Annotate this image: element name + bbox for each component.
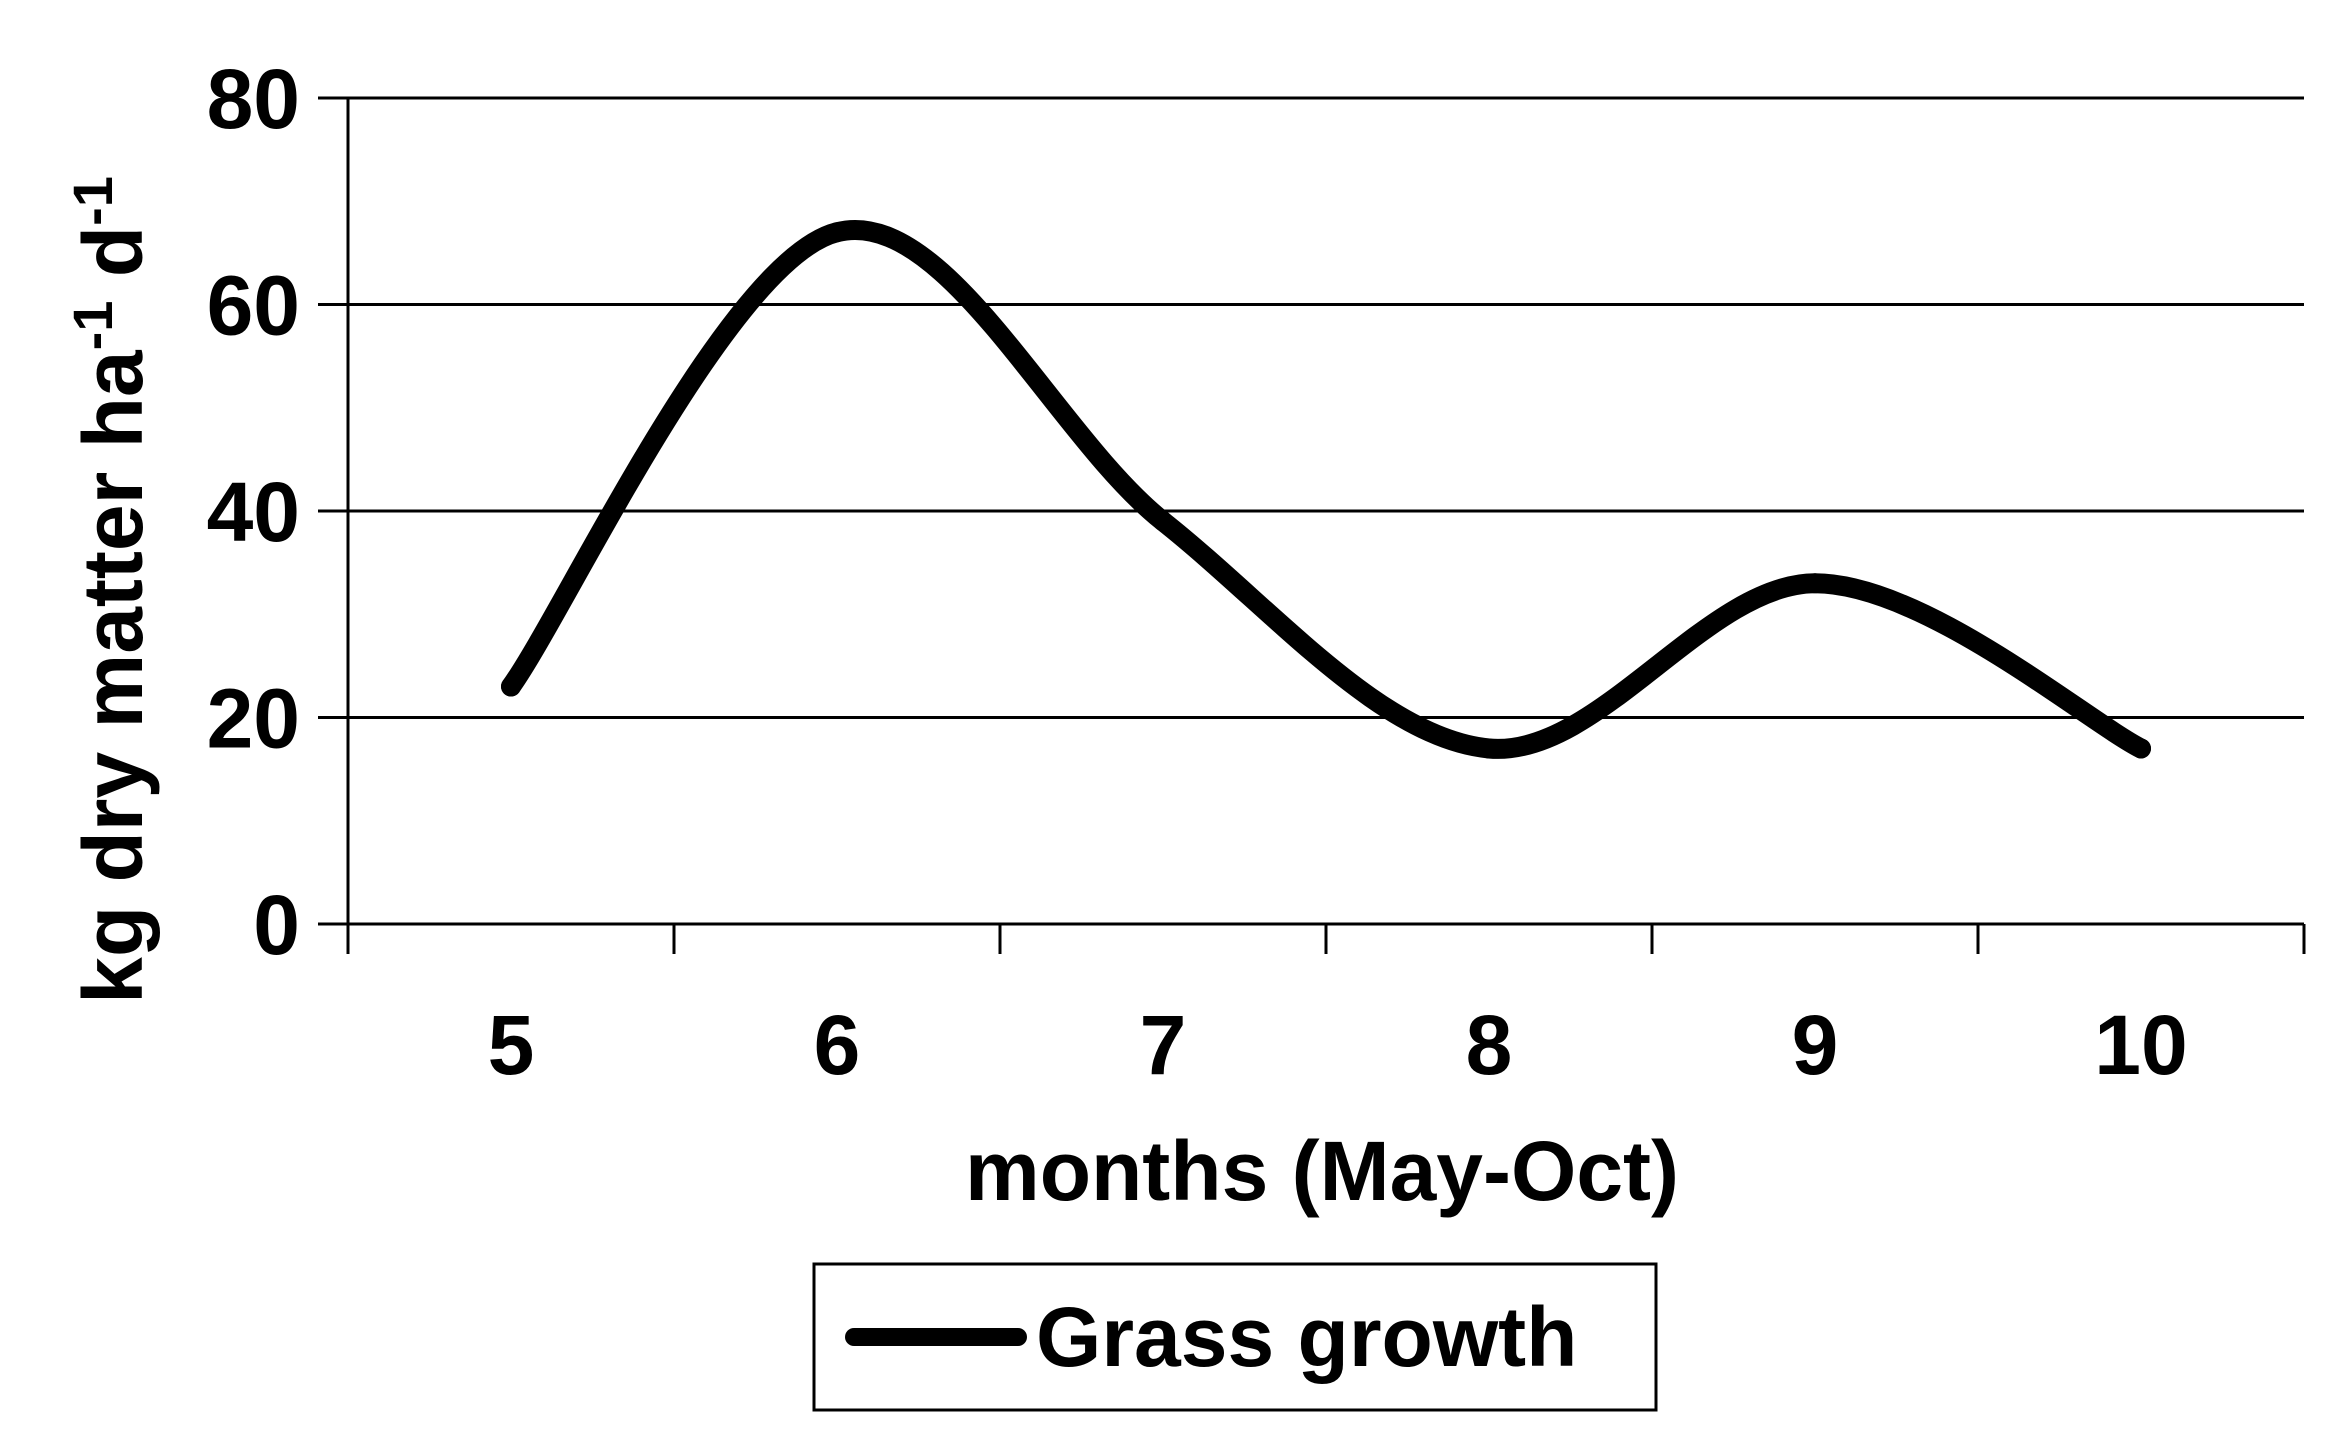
- x-tick-label-8: 8: [1466, 998, 1513, 1092]
- x-tick-label-10: 10: [2094, 998, 2187, 1092]
- x-tick-label-5: 5: [488, 998, 535, 1092]
- y-tick-labels: 0 20 40 60 80: [207, 52, 300, 972]
- y-axis-title-main: kg dry matter ha: [66, 349, 160, 1004]
- x-axis-title: months (May-Oct): [965, 1124, 1679, 1218]
- y-tick-label-40: 40: [207, 465, 300, 559]
- x-tick-label-6: 6: [814, 998, 861, 1092]
- legend-label-grass-growth: Grass growth: [1036, 1290, 1577, 1384]
- x-tick-labels: 5 6 7 8 9 10: [488, 998, 2188, 1092]
- x-tick-label-9: 9: [1792, 998, 1839, 1092]
- y-tick-label-80: 80: [207, 52, 300, 146]
- y-tick-label-20: 20: [207, 672, 300, 766]
- legend-box: [812, 1262, 1658, 1412]
- gridlines: [348, 96, 2304, 719]
- data-point-grass-growth-8: [1479, 738, 1499, 759]
- data-point-grass-growth-10: [2131, 738, 2151, 759]
- x-tick-label-7: 7: [1140, 998, 1187, 1092]
- data-point-grass-growth-7: [1153, 511, 1173, 532]
- y-tick-label-60: 60: [207, 259, 300, 353]
- series-line-grass-growth: [501, 220, 2151, 759]
- data-point-grass-growth-9: [1805, 573, 1825, 594]
- y-tick-marks: [318, 96, 348, 926]
- y-axis-title-sup-1: -1: [61, 301, 124, 351]
- x-tick-marks: [346, 924, 2306, 954]
- y-axis-title-sup-2: -1: [61, 176, 124, 226]
- series-layer: [501, 220, 2151, 759]
- legend: Grass growth: [812, 1262, 1658, 1412]
- data-point-grass-growth-6: [827, 222, 847, 243]
- data-point-grass-growth-5: [501, 676, 521, 697]
- y-tick-label-0: 0: [253, 878, 300, 972]
- y-axis-title: kg dry matter ha-1 d-1: [61, 176, 160, 1004]
- y-axis-title-mid: d: [66, 226, 160, 301]
